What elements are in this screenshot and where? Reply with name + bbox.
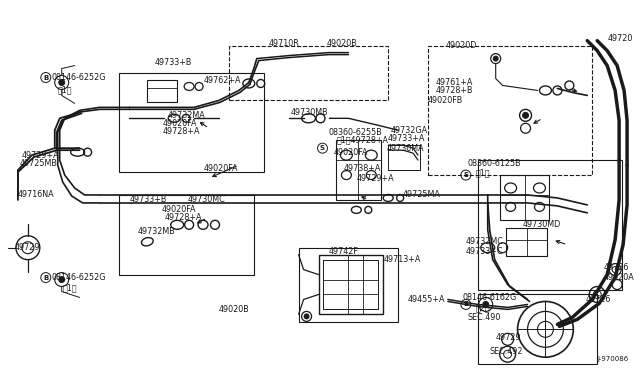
Text: 〈1〉: 〈1〉 — [476, 169, 490, 177]
Text: 49733+C: 49733+C — [466, 247, 503, 256]
Text: 49020FA: 49020FA — [204, 164, 239, 173]
Text: 08360-6255B: 08360-6255B — [328, 128, 382, 137]
Text: 49733+B: 49733+B — [154, 58, 191, 67]
Text: 49733+A: 49733+A — [387, 134, 424, 143]
Text: 08146-6252G: 08146-6252G — [52, 73, 106, 82]
Text: 49732MC: 49732MC — [466, 237, 504, 246]
Text: 49020B: 49020B — [219, 305, 250, 314]
Text: 49730MD: 49730MD — [523, 220, 561, 229]
Circle shape — [304, 314, 309, 319]
Text: 49729: 49729 — [496, 333, 521, 342]
Text: 〈1〉: 〈1〉 — [58, 85, 72, 94]
Bar — [229, 46, 388, 100]
Text: 49738+A: 49738+A — [344, 164, 381, 173]
Circle shape — [59, 276, 65, 283]
Text: 49728+A: 49728+A — [163, 127, 200, 136]
Text: SEC.490: SEC.490 — [468, 313, 501, 322]
Text: 08146-6252G: 08146-6252G — [52, 273, 106, 282]
Bar — [337, 140, 381, 200]
Text: 49762+A: 49762+A — [204, 76, 241, 85]
Text: 49730MB: 49730MB — [291, 108, 328, 117]
Bar — [299, 248, 398, 323]
Text: 49761+A: 49761+A — [436, 78, 474, 87]
Text: 49730MC: 49730MC — [187, 195, 225, 205]
Text: 49733+B: 49733+B — [129, 195, 167, 205]
Text: 〈1〉49728+A: 〈1〉49728+A — [337, 136, 388, 145]
Text: B: B — [463, 301, 468, 307]
Text: 49713+A: 49713+A — [383, 255, 420, 264]
Text: S: S — [463, 172, 468, 178]
Text: 〈1〉: 〈1〉 — [63, 283, 77, 292]
Text: 49020FA: 49020FA — [163, 119, 196, 128]
Text: 49020FA: 49020FA — [161, 205, 196, 214]
Text: 49020D: 49020D — [446, 41, 477, 50]
Text: 49020A: 49020A — [603, 273, 634, 282]
Text: 49729: 49729 — [15, 243, 40, 252]
Text: 49732MA: 49732MA — [167, 111, 205, 120]
Text: 〈2〉: 〈2〉 — [476, 303, 490, 312]
Text: 08360-6125B: 08360-6125B — [468, 158, 522, 168]
Circle shape — [59, 80, 65, 86]
Text: 49730MA: 49730MA — [386, 144, 424, 153]
Text: 49020B: 49020B — [326, 39, 357, 48]
Text: 49729+A: 49729+A — [22, 151, 60, 160]
Circle shape — [483, 301, 489, 307]
Bar — [428, 46, 592, 175]
Circle shape — [493, 56, 498, 61]
Text: 49726: 49726 — [603, 263, 628, 272]
Bar — [319, 255, 383, 314]
Bar — [120, 195, 254, 275]
Text: 49710R: 49710R — [269, 39, 300, 48]
Text: B: B — [43, 74, 49, 80]
Text: B: B — [43, 275, 49, 280]
Text: 49742F: 49742F — [328, 247, 358, 256]
Text: 49716NA: 49716NA — [18, 190, 54, 199]
Text: J-970086: J-970086 — [597, 356, 628, 362]
Text: 49726: 49726 — [585, 295, 611, 304]
Text: 49732MB: 49732MB — [138, 227, 175, 236]
Text: 08146-6162G: 08146-6162G — [463, 293, 517, 302]
Circle shape — [523, 112, 529, 118]
Bar — [120, 73, 264, 172]
Text: 49720: 49720 — [607, 34, 632, 43]
Bar — [388, 145, 420, 170]
Text: 49020FB: 49020FB — [428, 96, 463, 105]
Text: S: S — [320, 145, 325, 151]
Text: 49732GA: 49732GA — [390, 126, 428, 135]
Bar — [506, 228, 547, 256]
Text: 49020FA: 49020FA — [333, 148, 368, 157]
Text: 49725MB: 49725MB — [20, 158, 58, 168]
Text: 49455+A: 49455+A — [408, 295, 445, 304]
Bar — [478, 295, 597, 364]
Text: 49728+B: 49728+B — [436, 86, 474, 95]
Text: 49725MA: 49725MA — [403, 190, 441, 199]
Text: 49728+A: 49728+A — [164, 214, 202, 222]
Bar — [478, 160, 622, 289]
Text: 49729+A: 49729+A — [356, 173, 394, 183]
Text: SEC.492: SEC.492 — [490, 347, 524, 356]
Bar — [500, 175, 549, 220]
Bar — [147, 80, 177, 102]
